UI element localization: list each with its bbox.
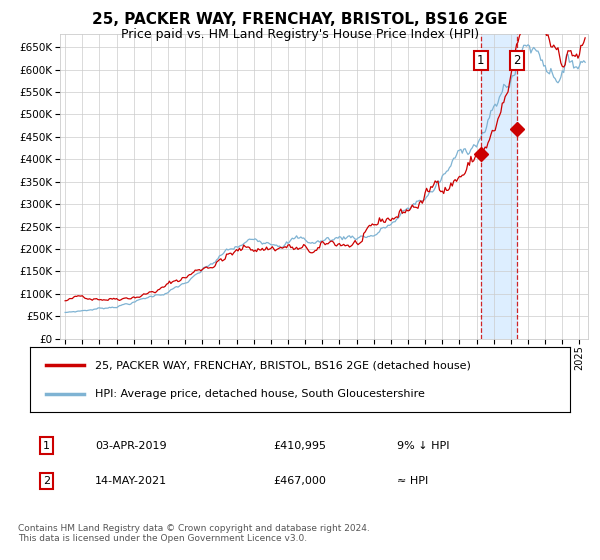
Text: 2: 2 [43, 476, 50, 486]
Text: Contains HM Land Registry data © Crown copyright and database right 2024.
This d: Contains HM Land Registry data © Crown c… [18, 524, 370, 543]
Text: Price paid vs. HM Land Registry's House Price Index (HPI): Price paid vs. HM Land Registry's House … [121, 28, 479, 41]
Text: 25, PACKER WAY, FRENCHAY, BRISTOL, BS16 2GE: 25, PACKER WAY, FRENCHAY, BRISTOL, BS16 … [92, 12, 508, 27]
Text: HPI: Average price, detached house, South Gloucestershire: HPI: Average price, detached house, Sout… [95, 389, 425, 399]
Text: 14-MAY-2021: 14-MAY-2021 [95, 476, 167, 486]
Text: 9% ↓ HPI: 9% ↓ HPI [397, 441, 450, 451]
Text: ≈ HPI: ≈ HPI [397, 476, 428, 486]
Text: £410,995: £410,995 [273, 441, 326, 451]
Text: 1: 1 [43, 441, 50, 451]
Text: 03-APR-2019: 03-APR-2019 [95, 441, 166, 451]
Bar [481, 34, 517, 339]
Text: £467,000: £467,000 [273, 476, 326, 486]
Text: 25, PACKER WAY, FRENCHAY, BRISTOL, BS16 2GE (detached house): 25, PACKER WAY, FRENCHAY, BRISTOL, BS16 … [95, 360, 470, 370]
Text: 2: 2 [514, 54, 521, 67]
Text: 1: 1 [477, 54, 485, 67]
